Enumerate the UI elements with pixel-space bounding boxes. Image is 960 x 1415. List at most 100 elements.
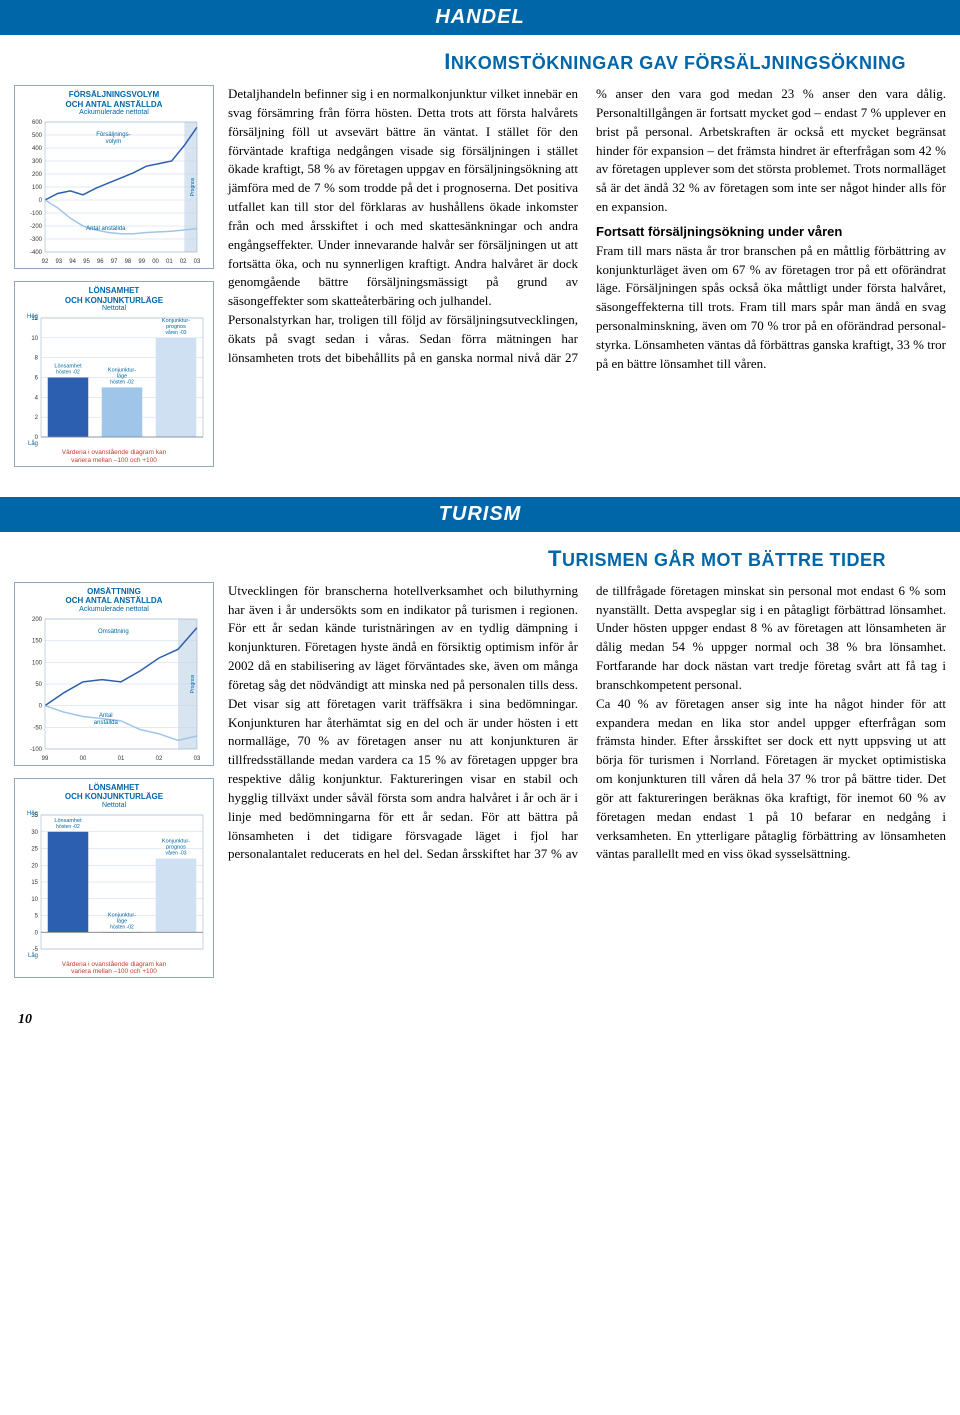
svg-text:00: 00 [80,756,87,762]
svg-text:2: 2 [35,416,39,422]
svg-text:95: 95 [83,259,90,265]
svg-text:hösten -02: hösten -02 [110,924,134,930]
svg-text:02: 02 [180,259,187,265]
heading-initial: I [444,49,451,74]
banner-handel: HANDEL [0,0,960,35]
svg-text:10: 10 [31,897,38,903]
svg-text:30: 30 [31,830,38,836]
svg-text:92: 92 [42,259,49,265]
svg-text:6: 6 [35,376,39,382]
svg-text:Prognos: Prognos [190,177,196,196]
svg-text:anställda: anställda [94,720,119,726]
svg-text:8: 8 [35,356,39,362]
chart2-footnote: Värdena i ovanstående diagram kanvariera… [19,449,209,463]
handel-subhead: Fortsatt försäljningsökning under våren [596,223,946,242]
svg-text:03: 03 [194,259,201,265]
turism-content: OMSÄTTNING OCH ANTAL ANSTÄLLDA Ackumuler… [0,582,960,1009]
svg-text:volym: volym [106,139,122,145]
svg-text:15: 15 [31,880,38,886]
svg-text:0: 0 [39,704,43,710]
svg-text:97: 97 [111,259,118,265]
banner-turism: TURISM [0,497,960,532]
svg-text:Låg: Låg [28,952,38,959]
svg-text:01: 01 [166,259,173,265]
heading-rest: NKOMSTÖKNINGAR GAV FÖRSÄLJNINGSÖKNING [451,53,906,73]
page-number: 10 [0,1008,960,1038]
svg-text:hösten -02: hösten -02 [56,370,80,376]
svg-text:-100: -100 [30,211,43,217]
svg-text:våren -03: våren -03 [165,329,186,336]
chart2-title-l1: LÖNSAMHET [19,286,209,296]
svg-text:94: 94 [69,259,76,265]
chart1-subtitle: Ackumulerade nettotal [19,109,209,116]
handel-chart2-box: LÖNSAMHET OCH KONJUNKTURLÄGE Nettotal 02… [14,281,214,466]
svg-text:200: 200 [32,172,43,178]
heading-turism: TURISMEN GÅR MOT BÄTTRE TIDER [14,546,946,572]
svg-text:25: 25 [31,847,38,853]
svg-text:400: 400 [32,146,43,152]
svg-text:100: 100 [32,660,43,666]
handel-sidebar: FÖRSÄLJNINGSVOLYM OCH ANTAL ANSTÄLLDA Ac… [14,85,214,479]
svg-text:5: 5 [35,914,39,920]
svg-text:93: 93 [55,259,62,265]
svg-text:Försäljnings-: Försäljnings- [96,132,130,138]
handel-chart1-box: FÖRSÄLJNINGSVOLYM OCH ANTAL ANSTÄLLDA Ac… [14,85,214,269]
handel-bar-chart: 024681012HögLågLönsamhethösten -02Konjun… [19,312,209,447]
svg-text:-50: -50 [33,725,42,731]
heading-rest: URISMEN GÅR MOT BÄTTRE TIDER [562,550,886,570]
svg-text:100: 100 [32,185,43,191]
svg-text:-200: -200 [30,224,43,230]
turism-bar-chart: -505101520253035HögLågLönsamhethösten -0… [19,809,209,959]
svg-text:hösten -02: hösten -02 [110,380,134,386]
svg-text:99: 99 [138,259,145,265]
svg-text:0: 0 [35,930,39,936]
svg-text:600: 600 [32,120,43,126]
svg-text:99: 99 [42,756,49,762]
tchart2-footnote: Värdena i ovanstående diagram kanvariera… [19,961,209,975]
svg-text:150: 150 [32,639,43,645]
svg-text:01: 01 [118,756,125,762]
svg-text:-300: -300 [30,237,43,243]
svg-text:200: 200 [32,617,43,623]
turism-p2: Ca 40 % av företagen anser sig inte ha n… [596,695,946,865]
chart2-title-l2: OCH KONJUNKTURLÄGE [19,296,209,306]
chart2-subtitle: Nettotal [19,305,209,312]
tchart1-subtitle: Ackumulerade nettotal [19,606,209,613]
tchart2-title-l2: OCH KONJUNKTURLÄGE [19,792,209,802]
svg-text:96: 96 [97,259,104,265]
tchart1-title-l2: OCH ANTAL ANSTÄLLDA [19,596,209,606]
svg-text:00: 00 [152,259,159,265]
svg-text:03: 03 [194,756,201,762]
turism-chart2-box: LÖNSAMHET OCH KONJUNKTURLÄGE Nettotal -5… [14,778,214,978]
svg-text:98: 98 [125,259,132,265]
tchart2-subtitle: Nettotal [19,802,209,809]
svg-text:Hög: Hög [27,811,38,817]
tchart1-title-l1: OMSÄTTNING [19,587,209,597]
heading-initial: T [548,546,562,571]
svg-text:20: 20 [31,863,38,869]
handel-line-chart: -400-300-200-100010020030040050060092939… [19,116,209,266]
handel-text: Detaljhandeln befinner sig i en normal­k… [228,85,946,479]
svg-text:10: 10 [31,336,38,342]
svg-text:0: 0 [39,198,43,204]
turism-line-chart: -100-500501001502009900010203OmsättningA… [19,613,209,763]
svg-text:Antal anställda: Antal anställda [86,226,126,232]
svg-text:-100: -100 [30,747,43,753]
handel-content: FÖRSÄLJNINGSVOLYM OCH ANTAL ANSTÄLLDA Ac… [0,85,960,497]
svg-text:våren -03: våren -03 [165,850,186,857]
svg-text:hösten -02: hösten -02 [56,824,80,830]
svg-text:Antal: Antal [99,713,113,719]
turism-text: Utvecklingen för branscherna hotellverks… [228,582,946,991]
tchart2-title-l1: LÖNSAMHET [19,783,209,793]
svg-text:500: 500 [32,133,43,139]
svg-text:02: 02 [156,756,163,762]
heading-handel: INKOMSTÖKNINGAR GAV FÖRSÄLJNINGSÖKNING [14,49,946,75]
handel-p3: Fram till mars nästa år tror branschen p… [596,242,946,374]
chart1-title-l2: OCH ANTAL ANSTÄLLDA [19,100,209,110]
svg-text:300: 300 [32,159,43,165]
svg-text:Prognos: Prognos [190,674,196,693]
svg-text:Omsättning: Omsättning [98,629,129,635]
chart1-title-l1: FÖRSÄLJNINGSVOLYM [19,90,209,100]
svg-text:-400: -400 [30,250,43,256]
svg-text:Hög: Hög [27,314,38,320]
